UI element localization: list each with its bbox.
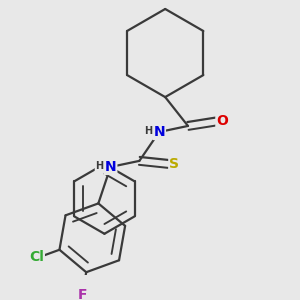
Text: Cl: Cl — [29, 250, 44, 264]
Text: O: O — [216, 114, 228, 128]
Text: H: H — [144, 126, 152, 136]
Text: H: H — [95, 161, 104, 171]
Text: S: S — [169, 157, 179, 171]
Text: N: N — [153, 125, 165, 139]
Text: N: N — [105, 160, 116, 174]
Text: F: F — [78, 288, 88, 300]
